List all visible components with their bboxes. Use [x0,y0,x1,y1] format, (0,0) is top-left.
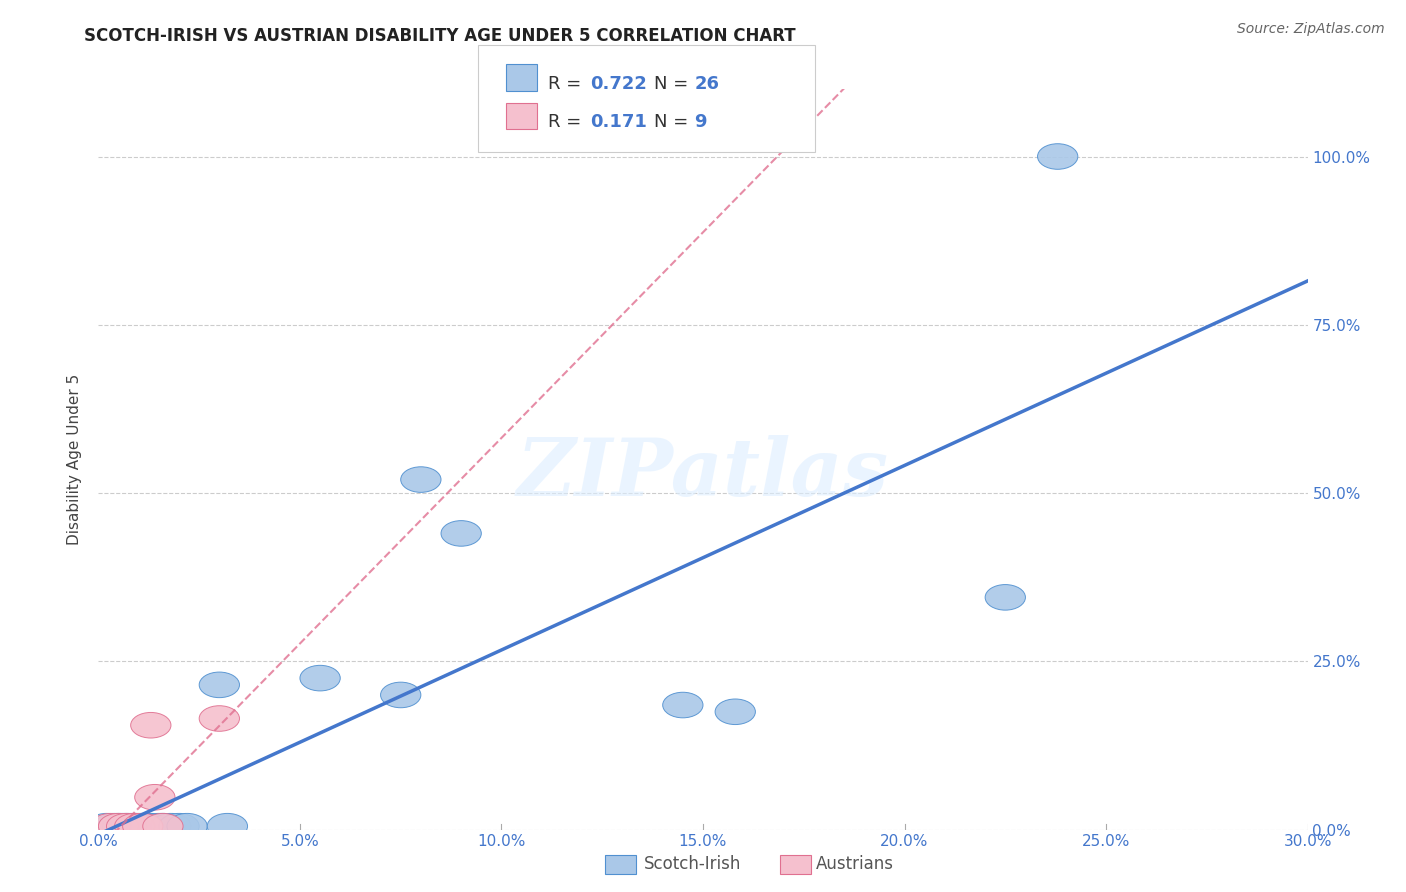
Text: 26: 26 [695,75,720,93]
Ellipse shape [167,814,207,839]
Y-axis label: Disability Age Under 5: Disability Age Under 5 [67,374,83,545]
Ellipse shape [94,814,135,839]
Ellipse shape [90,814,131,839]
Ellipse shape [200,706,239,731]
Ellipse shape [103,814,143,839]
Ellipse shape [159,814,200,839]
Text: Austrians: Austrians [815,855,893,873]
Text: 0.722: 0.722 [591,75,647,93]
Ellipse shape [118,814,159,839]
Ellipse shape [114,814,155,839]
Ellipse shape [114,814,155,839]
Ellipse shape [716,699,755,724]
Text: N =: N = [654,113,693,131]
Ellipse shape [150,814,191,839]
Text: R =: R = [548,113,588,131]
Text: Source: ZipAtlas.com: Source: ZipAtlas.com [1237,22,1385,37]
Ellipse shape [107,814,146,839]
Ellipse shape [111,814,150,839]
Text: Scotch-Irish: Scotch-Irish [644,855,741,873]
Ellipse shape [131,814,172,839]
Ellipse shape [122,814,163,839]
Ellipse shape [131,713,172,738]
Ellipse shape [986,584,1025,610]
Ellipse shape [86,814,127,839]
Ellipse shape [139,814,179,839]
Ellipse shape [662,692,703,718]
Ellipse shape [98,814,139,839]
Text: ZIPatlas: ZIPatlas [517,435,889,513]
Ellipse shape [98,814,139,839]
Ellipse shape [200,672,239,698]
Ellipse shape [1038,144,1078,169]
Ellipse shape [143,814,183,839]
Text: 9: 9 [695,113,707,131]
Text: N =: N = [654,75,693,93]
Ellipse shape [107,814,146,839]
Text: SCOTCH-IRISH VS AUSTRIAN DISABILITY AGE UNDER 5 CORRELATION CHART: SCOTCH-IRISH VS AUSTRIAN DISABILITY AGE … [84,27,796,45]
Ellipse shape [143,814,183,839]
Ellipse shape [127,814,167,839]
Ellipse shape [401,467,441,492]
Text: 0.171: 0.171 [591,113,647,131]
Ellipse shape [299,665,340,691]
Ellipse shape [122,814,163,839]
Ellipse shape [381,682,420,707]
Ellipse shape [207,814,247,839]
Ellipse shape [135,784,174,810]
Ellipse shape [441,521,481,546]
Text: R =: R = [548,75,588,93]
